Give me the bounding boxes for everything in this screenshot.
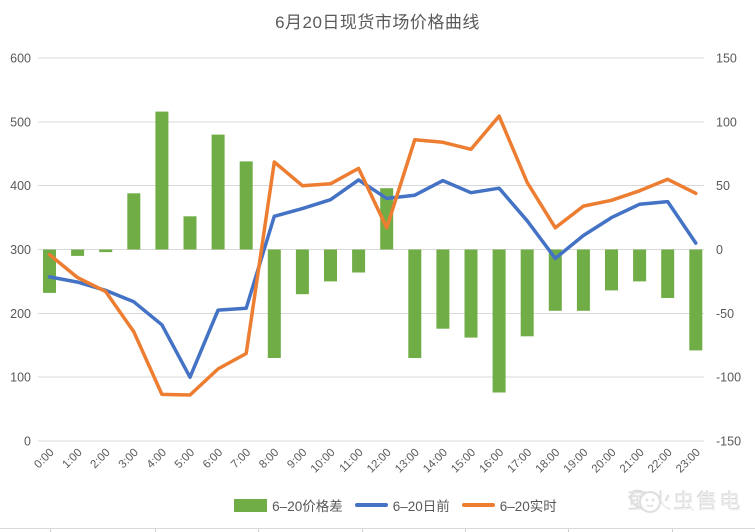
x-axis-label: 2:00 — [89, 447, 113, 471]
price-diff-bar — [352, 249, 366, 273]
price-diff-bar — [576, 249, 590, 311]
right-axis-tick: 100 — [716, 115, 737, 129]
x-axis-label: 14:00 — [421, 447, 450, 476]
x-axis-label: 10:00 — [309, 447, 338, 476]
price-diff-bar — [43, 249, 56, 293]
x-axis-label: 7:00 — [229, 447, 253, 471]
price-diff-bar — [295, 249, 309, 295]
x-axis-label: 8:00 — [257, 447, 281, 471]
watermark-logo: 萤火虫售电 — [628, 486, 743, 516]
price-diff-bar — [211, 134, 225, 250]
x-axis-label: 6:00 — [201, 447, 225, 471]
price-diff-bar — [71, 249, 85, 256]
right-axis-tick: 150 — [716, 52, 737, 66]
x-axis-label: 1:00 — [60, 447, 84, 471]
cropped-table-top-edge — [0, 528, 755, 532]
legend-item-price-diff: 6–20价格差 — [234, 495, 343, 515]
price-diff-bar — [127, 193, 141, 250]
legend-label-real-time: 6–20实时 — [499, 499, 557, 514]
x-axis-label: 12:00 — [365, 447, 394, 476]
legend-swatch-day-ahead-icon — [354, 503, 388, 507]
chart-legend: 6–20价格差 6–20日前 6–20实时 — [18, 495, 755, 515]
price-diff-bar — [155, 111, 169, 250]
x-axis-label: 17:00 — [505, 447, 534, 476]
price-diff-bar — [267, 249, 281, 358]
x-axis-label: 9:00 — [285, 447, 309, 471]
price-diff-bar — [436, 249, 450, 329]
price-diff-bar — [408, 249, 422, 358]
right-axis-tick: -50 — [716, 307, 734, 321]
x-axis-label: 15:00 — [449, 447, 478, 476]
x-axis-label: 18:00 — [534, 447, 563, 476]
x-axis-label: 3:00 — [117, 447, 141, 471]
legend-item-real-time: 6–20实时 — [461, 495, 557, 515]
price-diff-bar — [548, 249, 562, 311]
left-axis-tick: 100 — [10, 371, 31, 385]
right-axis-tick: 50 — [716, 179, 730, 193]
right-axis-tick: -150 — [716, 435, 741, 449]
price-diff-bar — [520, 249, 534, 337]
x-axis-label: 21:00 — [618, 447, 647, 476]
left-axis-tick: 600 — [10, 52, 31, 66]
x-axis-label: 11:00 — [337, 447, 365, 475]
price-diff-bar — [99, 249, 113, 253]
x-axis-label: 20:00 — [590, 447, 619, 476]
x-axis-label: 4:00 — [145, 447, 169, 471]
right-axis-tick: -100 — [716, 371, 741, 385]
x-axis-label: 19:00 — [562, 447, 591, 476]
price-diff-bar — [324, 249, 337, 282]
price-diff-bar — [464, 249, 478, 338]
price-diff-bar — [633, 249, 647, 282]
chart-title: 6月20日现货市场价格曲线 — [275, 13, 480, 32]
x-axis-label: 0:00 — [32, 447, 56, 471]
legend-swatch-real-time-icon — [461, 503, 495, 507]
price-diff-bar — [380, 188, 394, 250]
price-diff-bar — [492, 249, 506, 393]
legend-label-day-ahead: 6–20日前 — [392, 499, 450, 514]
price-diff-bar — [661, 249, 675, 298]
x-axis-label: 23:00 — [674, 447, 703, 476]
left-axis-tick: 400 — [10, 179, 31, 193]
firefly-icon — [630, 489, 661, 513]
right-axis-tick: 0 — [716, 243, 723, 257]
price-diff-bar — [183, 216, 197, 250]
legend-swatch-price-diff-icon — [234, 498, 268, 512]
price-diff-bar — [605, 249, 618, 291]
legend-label-price-diff: 6–20价格差 — [272, 499, 343, 514]
price-diff-bar — [239, 161, 253, 250]
left-axis-tick: 300 — [10, 243, 31, 257]
price-diff-bar — [689, 249, 703, 351]
left-axis-tick: 500 — [10, 115, 31, 129]
x-axis-label: 16:00 — [477, 447, 506, 476]
x-axis-label: 13:00 — [393, 447, 422, 476]
real-time-line — [47, 114, 698, 397]
x-axis-label: 5:00 — [173, 447, 197, 471]
day-ahead-line — [47, 178, 698, 379]
left-axis-tick: 200 — [10, 307, 31, 321]
x-axis-label: 22:00 — [646, 447, 675, 476]
legend-item-day-ahead: 6–20日前 — [354, 495, 450, 515]
left-axis-tick: 0 — [24, 435, 31, 449]
